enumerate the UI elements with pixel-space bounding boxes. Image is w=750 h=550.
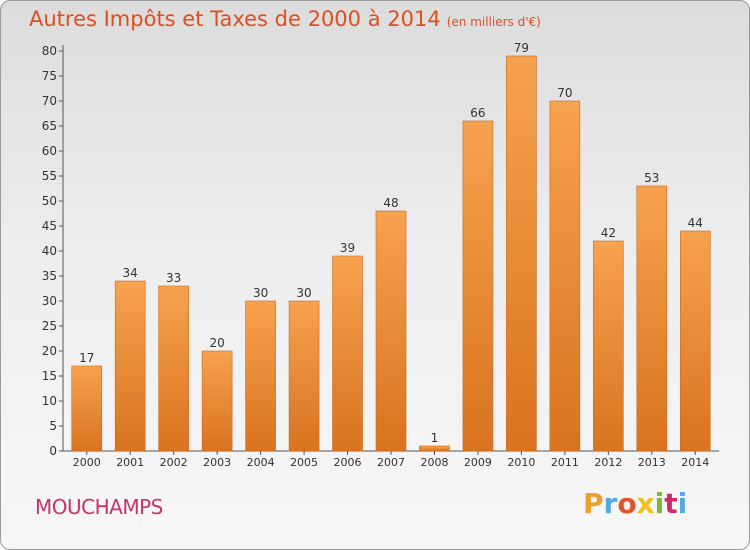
bar (419, 445, 450, 452)
y-tick-label: 70 (42, 94, 57, 108)
x-tick-label: 2005 (290, 456, 318, 469)
x-tick-label: 2014 (681, 456, 709, 469)
bar-value-label: 17 (79, 351, 94, 365)
x-tick-label: 2008 (420, 456, 448, 469)
x-tick-label: 2010 (507, 456, 535, 469)
logo-letter: x (636, 487, 655, 520)
y-tick-label: 10 (42, 394, 57, 408)
x-tick-label: 2007 (377, 456, 405, 469)
y-tick-label: 20 (42, 344, 57, 358)
y-tick-label: 45 (42, 219, 57, 233)
logo-letter: o (617, 487, 637, 520)
x-tick-label: 2001 (116, 456, 144, 469)
x-tick-label: 2011 (551, 456, 579, 469)
bar-value-label: 39 (340, 241, 355, 255)
y-tick-label: 50 (42, 194, 57, 208)
logo-letter: P (583, 487, 604, 520)
y-tick-label: 55 (42, 169, 57, 183)
y-tick-label: 5 (49, 419, 57, 433)
bar-value-label: 42 (601, 226, 616, 240)
chart-title-text: Autres Impôts et Taxes de 2000 à 2014 (29, 7, 441, 31)
bar (332, 255, 363, 452)
bar (114, 280, 146, 452)
x-tick-label: 2006 (334, 456, 362, 469)
chart-unit: (en milliers d'€) (446, 15, 541, 29)
bar (549, 100, 581, 452)
bar-value-label: 20 (209, 336, 224, 350)
y-tick-label: 40 (42, 244, 57, 258)
bar-value-label: 48 (383, 196, 398, 210)
proxiti-logo: Proxiti (583, 487, 687, 520)
bar-value-label: 44 (688, 216, 703, 230)
bar (288, 300, 320, 452)
x-tick-label: 2000 (73, 456, 101, 469)
bar (201, 350, 233, 452)
x-tick-label: 2004 (247, 456, 275, 469)
bar-value-label: 1 (431, 431, 439, 445)
bar (245, 300, 276, 452)
y-tick-label: 15 (42, 369, 57, 383)
bar (636, 185, 668, 452)
town-name: MOUCHAMPS (35, 495, 163, 519)
bar (679, 230, 711, 452)
bar (506, 55, 537, 452)
x-tick-label: 2003 (203, 456, 231, 469)
y-tick-label: 75 (42, 69, 57, 83)
logo-letter: t (664, 487, 678, 520)
chart-title: Autres Impôts et Taxes de 2000 à 2014 (en… (29, 7, 541, 31)
x-tick-label: 2013 (638, 456, 666, 469)
bar-value-label: 79 (514, 41, 529, 55)
bar-value-label: 30 (296, 286, 311, 300)
y-tick-label: 80 (42, 44, 57, 58)
bar-value-label: 34 (123, 266, 138, 280)
x-tick-label: 2009 (464, 456, 492, 469)
x-tick-label: 2012 (594, 456, 622, 469)
bar (375, 210, 407, 452)
bar-value-label: 30 (253, 286, 268, 300)
logo-letter: i (654, 487, 665, 520)
x-tick-label: 2002 (160, 456, 188, 469)
y-tick-label: 65 (42, 119, 57, 133)
y-tick-label: 25 (42, 319, 57, 333)
y-tick-label: 35 (42, 269, 57, 283)
logo-letter: r (603, 487, 618, 520)
bar (593, 240, 624, 452)
y-tick-label: 30 (42, 294, 57, 308)
bar-value-label: 70 (557, 86, 572, 100)
bar (71, 365, 103, 452)
bar (462, 120, 494, 452)
bar (158, 285, 189, 452)
y-tick-label: 60 (42, 144, 57, 158)
bar-value-label: 66 (470, 106, 485, 120)
logo-letter: i (677, 487, 688, 520)
y-tick-label: 0 (49, 444, 57, 458)
bar-value-label: 53 (644, 171, 659, 185)
bar-value-label: 33 (166, 271, 181, 285)
